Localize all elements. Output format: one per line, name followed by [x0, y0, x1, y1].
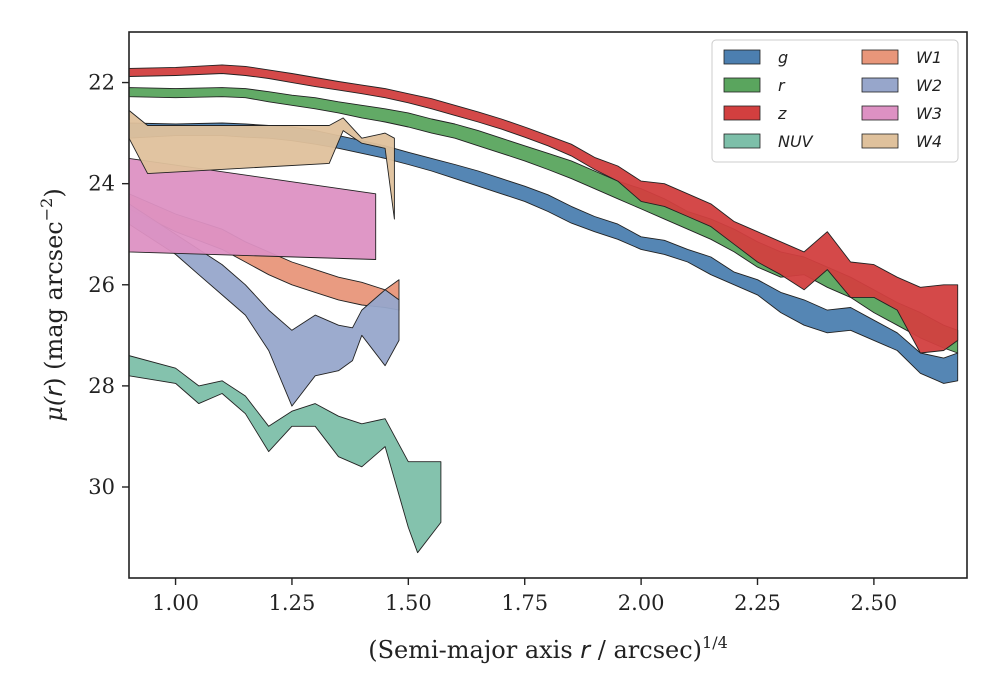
y-axis-label: μ(r) (mag arcsec−2) [37, 188, 68, 421]
x-tick-label: 2.50 [851, 591, 898, 615]
x-tick-label: 2.25 [734, 591, 781, 615]
y-axis: 22 24 26 28 30 [88, 71, 129, 499]
y-tick-label: 24 [88, 172, 115, 196]
x-tick-label: 1.50 [385, 591, 432, 615]
x-axis: 1.00 1.25 1.50 1.75 2.00 2.25 2.50 [152, 578, 897, 615]
legend-swatch-nuv [723, 133, 761, 149]
legend-swatch-z [723, 105, 761, 121]
legend: grz NUV W1 W2 W3 W4 [711, 39, 959, 163]
legend-swatch-w3 [861, 105, 899, 121]
series-band-w2 [129, 203, 400, 407]
legend-label-w3: W3 [916, 104, 942, 123]
series-band-g [129, 122, 959, 384]
series-band-w4 [129, 109, 395, 220]
x-tick-label: 1.75 [501, 591, 548, 615]
legend-label-g: g [778, 48, 788, 67]
y-tick-label: 26 [88, 273, 115, 297]
legend-label-r: r [778, 76, 786, 95]
y-tick-label: 28 [88, 374, 115, 398]
legend-swatch-w4 [861, 133, 899, 149]
series-band-w3 [129, 157, 377, 260]
legend-label-z: z [777, 104, 787, 123]
x-axis-label: (Semi-major axis r / arcsec)1/4 [368, 633, 728, 664]
legend-label-w1: W1 [916, 48, 942, 67]
legend-swatch-g [723, 49, 761, 65]
plot-frame [128, 31, 968, 579]
series-band-z [129, 64, 959, 354]
series-band-r [129, 87, 959, 354]
x-tick-label: 2.00 [618, 591, 665, 615]
series-layer [129, 64, 959, 554]
legend-swatch-r [723, 77, 761, 93]
y-tick-label: 22 [88, 71, 115, 95]
legend-frame [711, 39, 959, 163]
series-band-nuv [129, 355, 442, 554]
x-tick-label: 1.25 [269, 591, 316, 615]
x-tick-label: 1.00 [152, 591, 199, 615]
legend-label-nuv: NUV [778, 132, 814, 151]
legend-swatch-w1 [861, 49, 899, 65]
legend-swatch-w2 [861, 77, 899, 93]
y-tick-label: 30 [88, 475, 115, 499]
legend-label-w2: W2 [916, 76, 942, 95]
legend-label-w4: W4 [916, 132, 942, 151]
